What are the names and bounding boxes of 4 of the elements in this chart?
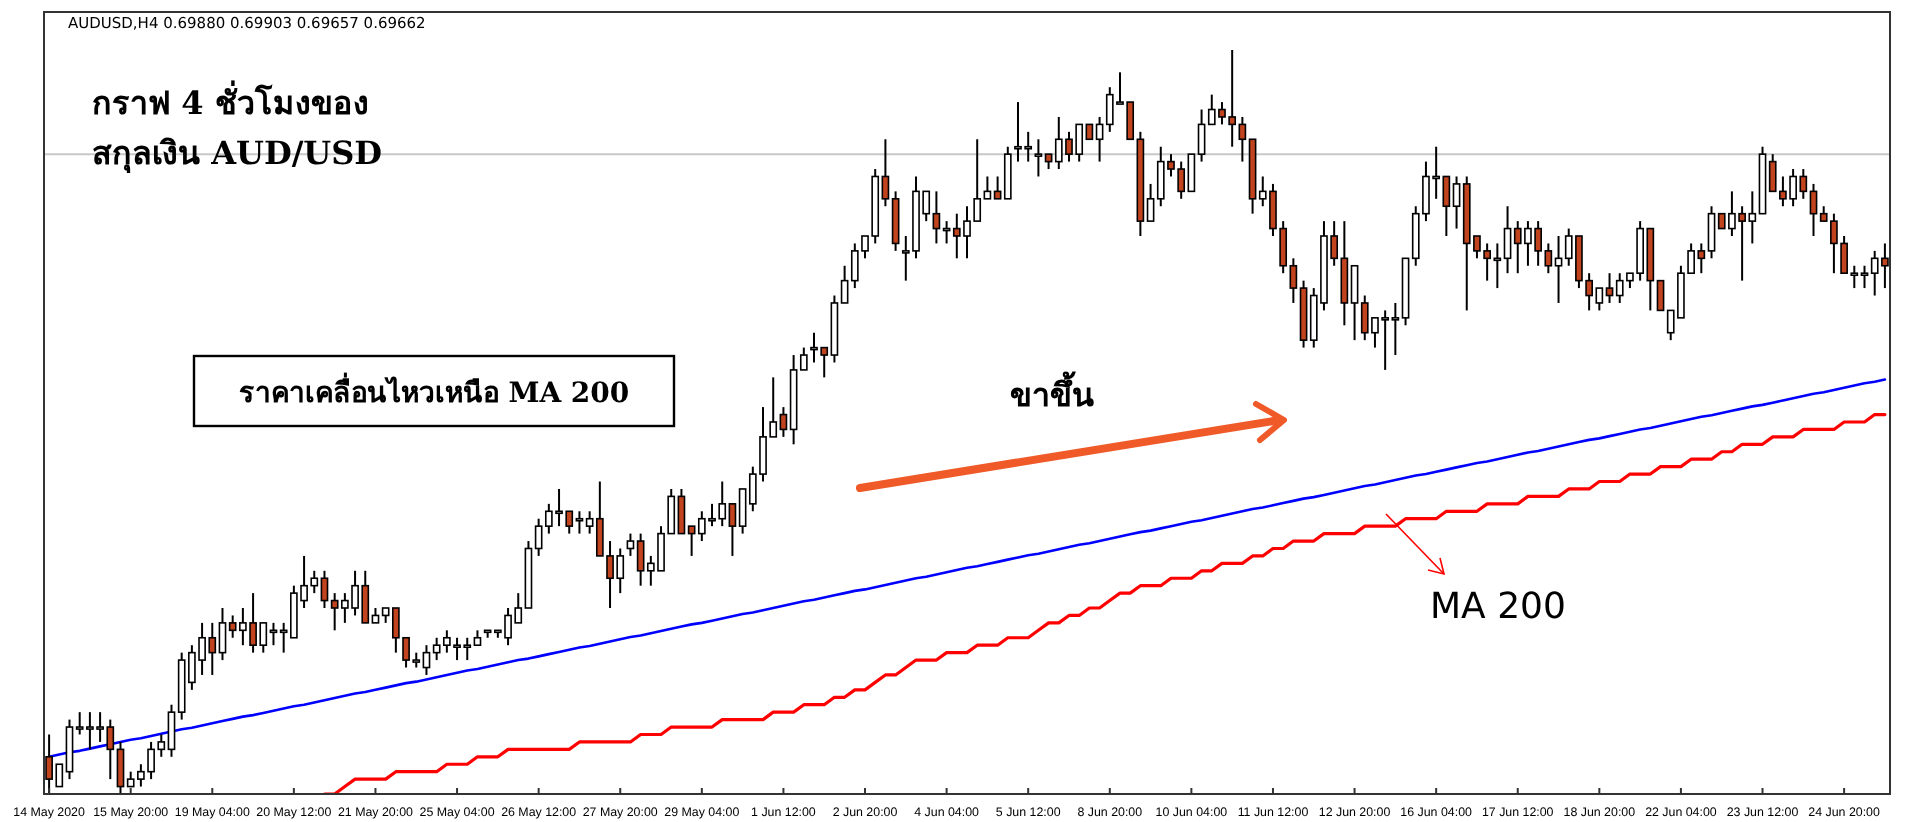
text: กราฟ 4 ชั่วโมงของ สกุลเงิน AUD/USD bbox=[92, 80, 383, 174]
annotation: ขาขึ้น bbox=[1010, 370, 1094, 414]
annotation: ราคาเคลื่อนไหวเหนือ MA 200 bbox=[238, 372, 630, 410]
legend-label: MA 200 bbox=[1430, 586, 1566, 628]
